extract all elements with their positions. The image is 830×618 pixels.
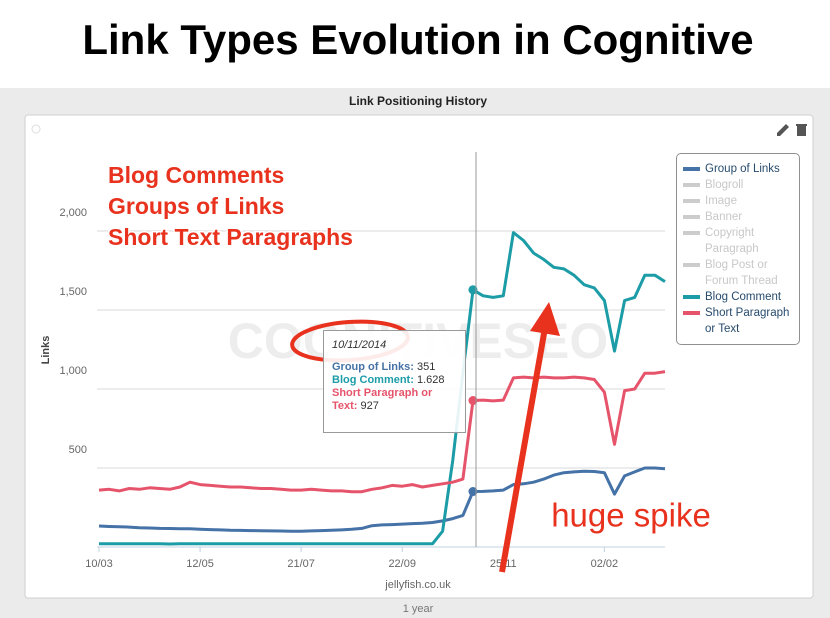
legend-label: Copyright Paragraph xyxy=(705,227,759,255)
arrow-shaft xyxy=(499,327,548,573)
legend-swatch xyxy=(683,199,700,203)
series-line xyxy=(99,231,666,546)
tooltip-point xyxy=(468,396,478,406)
legend-swatch xyxy=(683,295,700,299)
legend-swatch xyxy=(683,231,700,235)
legend-label: Image xyxy=(705,195,737,207)
series-line xyxy=(98,466,666,533)
tooltip-point xyxy=(468,285,478,295)
tooltip-value: 927 xyxy=(360,400,379,412)
series-line xyxy=(98,370,666,494)
legend-swatch xyxy=(683,167,700,171)
tooltip-label: Short Paragraph or Text: xyxy=(332,387,433,412)
plot: 5001,0001,5002,00010/0312/0521/0722/0925… xyxy=(59,207,666,570)
legend-item[interactable]: Copyright Paragraph xyxy=(683,225,795,257)
range-label: 1 year xyxy=(403,603,434,615)
corner-dot xyxy=(31,124,41,134)
legend-swatch xyxy=(683,215,700,219)
y-tick-label: 2,000 xyxy=(59,207,87,219)
edit-icon[interactable] xyxy=(777,124,789,136)
legend-swatch xyxy=(683,183,700,187)
credit: jellyfish.co.uk xyxy=(384,579,451,591)
arrow-head xyxy=(530,302,560,336)
y-tick-label: 1,000 xyxy=(59,365,87,377)
tooltip-date: 10/11/2014 xyxy=(332,339,387,351)
x-tick-label: 12/05 xyxy=(186,558,214,570)
delete-icon[interactable] xyxy=(796,124,807,136)
tooltip-rows: Group of Links: 351 Blog Comment: 1.628 Sh… xyxy=(332,361,457,413)
x-tick-label: 02/02 xyxy=(591,558,619,570)
legend-item[interactable]: Blogroll xyxy=(683,177,795,193)
tooltip-label: Blog Comment: xyxy=(332,374,414,386)
tooltip: 10/11/2014 Group of Links: 351 Blog Comme… xyxy=(323,330,466,433)
legend-swatch xyxy=(683,311,700,315)
page-title: Link Types Evolution in Cognitive xyxy=(82,16,753,63)
legend-label: Group of Links xyxy=(705,163,780,175)
legend-label: Blogroll xyxy=(705,179,744,191)
tooltip-label: Group of Links: xyxy=(332,361,414,373)
legend-label: Blog Post or Forum Thread xyxy=(705,259,778,287)
header-bg xyxy=(0,0,830,88)
tooltip-row: Short Paragraph or Text: 927 xyxy=(332,387,457,413)
headline-note: Groups of Links xyxy=(108,193,284,219)
legend-item[interactable]: Blog Comment xyxy=(683,289,795,305)
x-tick-label: 21/07 xyxy=(287,558,315,570)
legend-label: Banner xyxy=(705,211,743,223)
legend-item[interactable]: Image xyxy=(683,193,795,209)
headline-note: Short Text Paragraphs xyxy=(108,224,353,250)
legend: Group of Links Blogroll Image Banner Copyrig… xyxy=(676,153,800,345)
legend-item[interactable]: Short Paragraph or Text xyxy=(683,305,795,337)
legend-label: Short Paragraph or Text xyxy=(705,307,790,335)
annotations: Blog Comments Groups of Links Short Text P… xyxy=(107,161,355,252)
y-tick-label: 1,500 xyxy=(59,286,87,298)
tooltip-row: Blog Comment: 1.628 xyxy=(332,374,457,387)
tooltip-value: 1.628 xyxy=(416,374,445,386)
legend-item[interactable]: Blog Post or Forum Thread xyxy=(683,257,795,289)
tooltip-value: 351 xyxy=(416,361,436,373)
legend-swatch xyxy=(683,263,700,267)
tooltip-point xyxy=(468,487,478,497)
y-axis-title: Links xyxy=(40,336,52,365)
chart-title: Link Positioning History xyxy=(349,94,487,108)
headline-note: Blog Comments xyxy=(108,162,284,188)
y-tick-label: 500 xyxy=(69,444,87,456)
legend-label: Blog Comment xyxy=(705,291,782,303)
legend-item[interactable]: Banner xyxy=(683,209,795,225)
x-tick-label: 10/03 xyxy=(85,558,113,570)
x-tick-label: 22/09 xyxy=(388,558,416,570)
legend-item[interactable]: Group of Links xyxy=(683,161,795,177)
tooltip-row: Group of Links: 351 xyxy=(332,361,457,374)
arrow-text: huge spike xyxy=(551,497,711,534)
